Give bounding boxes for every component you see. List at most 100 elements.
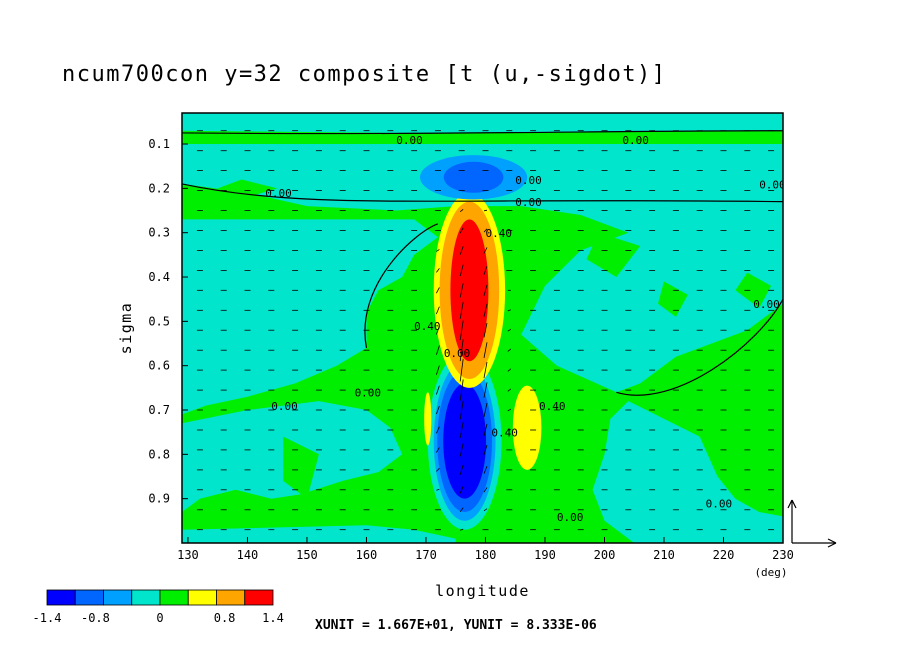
y-tick-label: 0.1 [148,137,170,151]
wind-arrow [483,284,488,296]
colorbar-swatch [159,589,189,606]
wind-arrow [483,362,488,379]
wind-arrow [483,303,488,317]
y-tick-label: 0.4 [148,270,170,284]
x-tick-label: 140 [237,548,259,562]
vector-field [196,130,775,531]
x-tick-label: 210 [653,548,675,562]
wind-arrow [459,443,464,457]
contour-label: 0.00 [515,196,542,209]
warm-core-level-3 [450,219,489,362]
wind-arrow [436,405,440,415]
reference-unit-label: (deg) [754,566,787,579]
wind-arrow [507,328,512,332]
x-tick-label: 170 [415,548,437,562]
field-green-patch-1 [586,232,641,277]
wind-arrow [460,528,464,531]
field-near-zero-3 [592,401,783,543]
contour-label: 0.40 [485,227,512,240]
field-green-patch-4 [283,436,319,499]
wind-arrow [459,358,464,382]
wind-arrow [459,486,464,494]
contour-label: 0.00 [759,178,786,191]
colorbar-swatch [244,589,274,606]
y-tick-label: 0.2 [148,181,170,195]
x-axis-label: longitude [435,582,530,600]
wind-arrow [459,507,464,513]
field-green-patch-3 [735,272,772,309]
contour-line-3 [616,298,783,396]
wind-arrow [483,423,488,437]
x-tick-label: 190 [534,548,556,562]
wind-arrow [436,306,440,315]
colorbar-swatch [103,589,133,606]
wind-arrow [483,508,488,512]
wind-arrow [459,464,464,475]
wind-arrow [483,382,488,398]
wind-arrow [436,345,440,355]
colorbar-swatch [187,589,217,606]
contour-label: 0.00 [271,400,298,413]
field-green-patch-2 [658,281,688,317]
warm-west-level-0 [424,392,432,446]
contour-label: 0.00 [753,298,780,311]
wind-arrow [459,301,464,319]
plot-frame [181,112,784,544]
wind-arrow [436,268,440,273]
contour-line-2 [364,223,439,349]
units-text: XUNIT = 1.667E+01, YUNIT = 8.333E-06 [315,618,597,633]
y-tick-label: 0.5 [148,314,170,328]
wind-arrow [459,422,464,438]
colorbar-swatch [74,589,104,606]
y-tick-label: 0.3 [148,226,170,240]
contour-label: 0.00 [265,187,292,200]
reference-arrow-y-head [787,499,797,509]
wind-arrow [436,385,440,395]
field-near-zero-1 [182,219,438,415]
wind-arrow [436,468,440,472]
contour-label: 0.00 [706,498,733,511]
contour-label: 0.00 [396,134,423,147]
x-tick-label: 150 [296,548,318,562]
y-axis-label: sigma [117,302,135,355]
contour-line-0 [182,130,783,135]
contour-label: 0.00 [515,174,542,187]
contour-label: 0.40 [539,400,566,413]
wind-arrow [436,325,440,335]
wind-arrow [459,379,464,401]
x-tick-label: 230 [772,548,794,562]
contour-line-1 [182,183,783,203]
wind-arrow [507,408,512,412]
wind-arrow [483,265,488,275]
colorbar-swatch [131,589,161,606]
contour-label: 0.00 [355,387,382,400]
wind-arrow [436,447,440,453]
warm-east-level-0 [512,385,542,470]
x-tick-label: 180 [475,548,497,562]
colorbar-swatch [216,589,246,606]
wind-arrow [483,322,488,338]
wind-arrow [483,209,488,212]
colorbar-tick-label: -1.4 [33,611,62,625]
wind-arrow [507,309,511,312]
wind-arrow [483,465,488,474]
wind-arrow [459,283,464,298]
wind-arrow [507,348,512,352]
wind-arrow [436,287,440,294]
wind-arrow [507,368,512,372]
wind-arrow [459,320,464,341]
wind-arrow [483,247,488,254]
wind-arrow [483,487,488,493]
wind-arrow [436,249,440,252]
wind-arrow [483,444,488,455]
contour-label: 0.40 [491,427,518,440]
cold-upper-level-1 [443,161,504,193]
wind-arrow [483,228,488,233]
chart-title: ncum700con y=32 composite [t (u,-sigdot)… [62,62,667,87]
cold-core-level-3 [443,383,487,499]
wind-arrow [459,246,464,255]
y-tick-label: 0.7 [148,403,170,417]
x-tick-label: 160 [356,548,378,562]
contour-label: 0.00 [444,347,471,360]
